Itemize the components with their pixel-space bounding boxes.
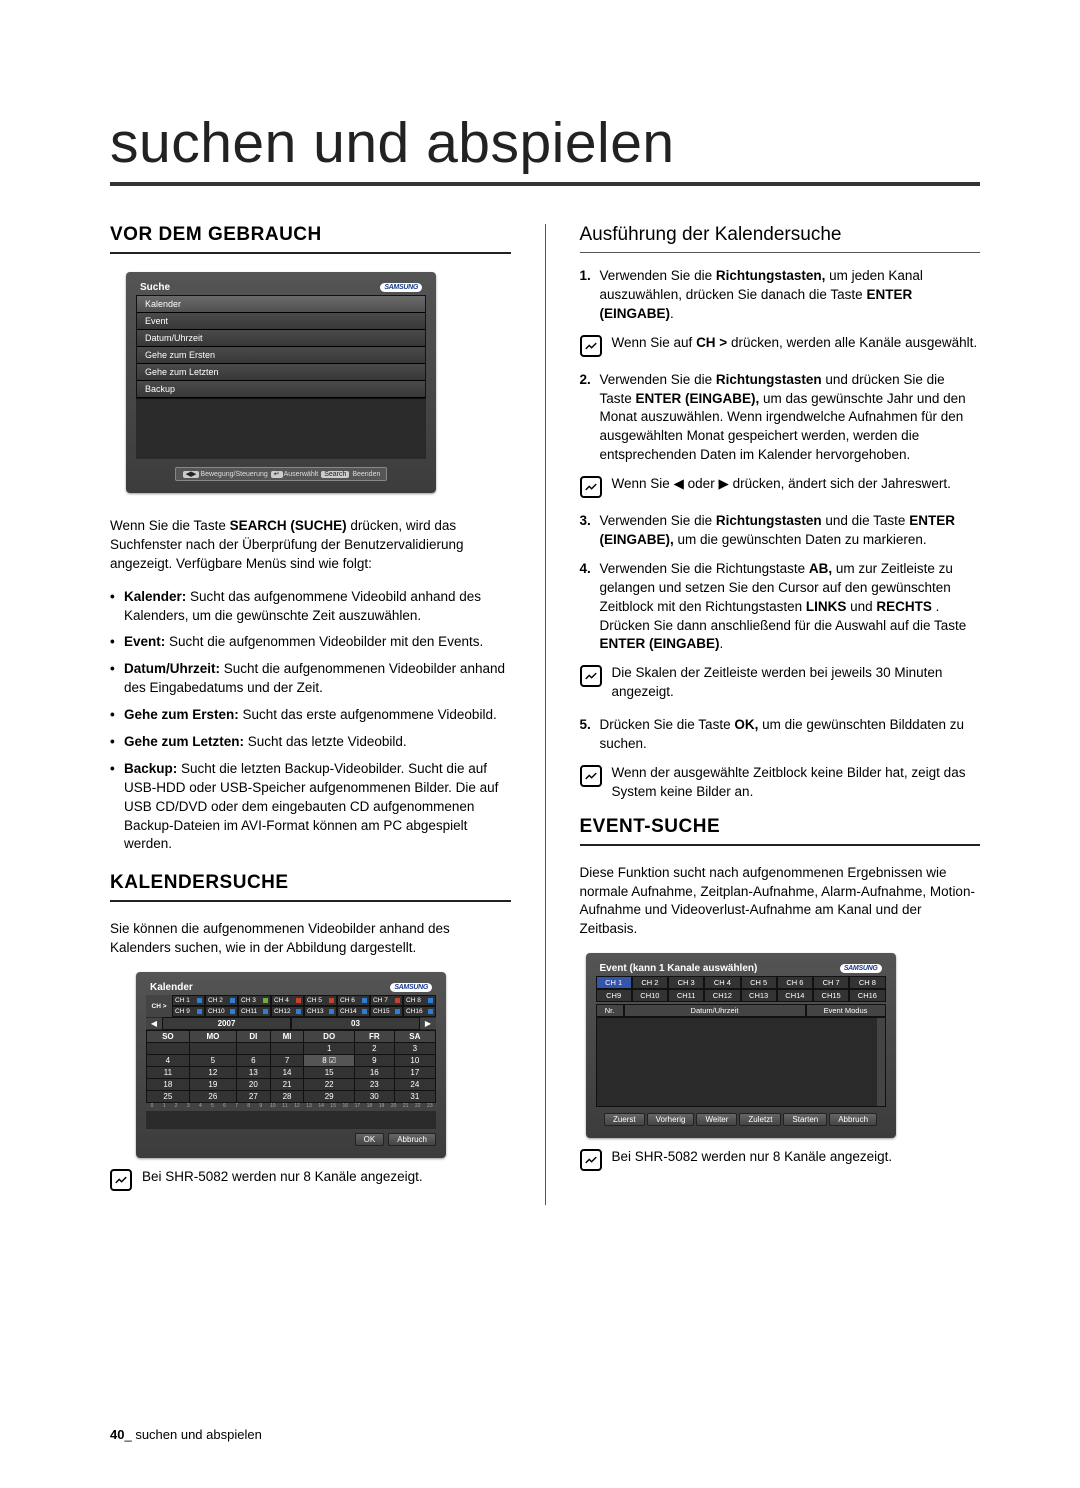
kalendersuche-intro: Sie können die aufgenommenen Videobilder… [110,920,511,958]
event-list [596,1017,886,1107]
heading-kalendersuche: KALENDERSUCHE [110,872,511,902]
channel-cell: CH 8 [403,995,436,1006]
channel-cell: CH14 [337,1006,370,1017]
note-scale: Die Skalen der Zeitleiste werden bei jew… [580,664,981,702]
menu-item: Kalender [137,296,425,313]
col-nr: Nr. [596,1004,624,1017]
channel-cell: CH10 [205,1006,238,1017]
mock-button: Abbruch [388,1133,436,1146]
mock-event-window: Event (kann 1 Kanale auswählen) SAMSUNG … [586,953,896,1138]
mock-footer: ◀▶Bewegung/Steuerung ↵Auserwählt Search … [136,459,426,481]
bullet-item: Gehe zum Letzten: Sucht das letzte Video… [110,733,511,752]
channel-cell: CH 4 [271,995,304,1006]
event-channel: CH 7 [813,976,849,989]
channel-cell: CH 7 [370,995,403,1006]
timeline [146,1111,436,1129]
page-footer: 40_ suchen und abspielen [110,1427,262,1442]
event-channel: CH14 [777,989,813,1002]
steps-list: 1.Verwenden Sie die Richtungstasten, um … [580,267,981,324]
menu-item: Gehe zum Letzten [137,364,425,381]
heading-event-suche: EVENT-SUCHE [580,816,981,846]
subheading-ausfuehrung: Ausführung der Kalendersuche [580,224,981,253]
channel-cell: CH 3 [238,995,271,1006]
next-arrow-icon: ▶ [420,1018,436,1029]
intro-text: Wenn Sie die Taste SEARCH (SUCHE) drücke… [110,517,511,574]
calendar-grid: SOMODIMIDOFRSA 12345678 ☑910111213141516… [146,1030,436,1103]
menu-item: Event [137,313,425,330]
mock-title: Suche [140,282,170,293]
note-icon [580,476,602,498]
event-channel: CH 5 [741,976,777,989]
note-ch-select: Wenn Sie auf CH > drücken, werden alle K… [580,334,981,357]
bullet-item: Kalender: Sucht das aufgenommene Videobi… [110,588,511,626]
channel-cell: CH13 [304,1006,337,1017]
note-icon [580,765,602,787]
event-channel: CH10 [632,989,668,1002]
note-icon [110,1169,132,1191]
note-icon [580,335,602,357]
event-channel: CH 8 [849,976,885,989]
bullet-item: Backup: Sucht die letzten Backup-Videobi… [110,760,511,854]
event-channel: CH16 [849,989,885,1002]
event-channel: CH11 [668,989,704,1002]
channel-cell: CH16 [403,1006,436,1017]
channel-cell: CH 1 [172,995,205,1006]
channel-cell: CH 5 [304,995,337,1006]
event-channel: CH15 [813,989,849,1002]
feature-list: Kalender: Sucht das aufgenommene Videobi… [110,588,511,855]
mock-button: Abbruch [829,1113,877,1126]
channel-cell: CH 9 [172,1006,205,1017]
mock-button: Weiter [696,1113,737,1126]
mock-button: Starten [783,1113,827,1126]
right-column: Ausführung der Kalendersuche 1.Verwenden… [580,224,981,1205]
event-channel: CH13 [741,989,777,1002]
event-channel: CH 1 [596,976,632,989]
mock-button: Zuletzt [739,1113,781,1126]
mock-button: OK [355,1133,385,1146]
ch-label: CH > [146,995,172,1017]
month-cell: 03 [291,1017,420,1030]
event-title: Event (kann 1 Kanale auswählen) [600,963,758,974]
event-channel: CH 3 [668,976,704,989]
menu-item: Backup [137,381,425,398]
note-icon [580,665,602,687]
calendar-title: Kalender [150,982,193,993]
mock-button: Zuerst [604,1113,645,1126]
channel-cell: CH 2 [205,995,238,1006]
mock-menu-list: KalenderEventDatum/UhrzeitGehe zum Erste… [136,295,426,399]
note-8-channels-right: Bei SHR-5082 werden nur 8 Kanäle angezei… [580,1148,981,1171]
event-channel: CH9 [596,989,632,1002]
mock-button: Vorherig [647,1113,695,1126]
event-channel: CH 6 [777,976,813,989]
event-channel: CH 4 [704,976,740,989]
channel-cell: CH 6 [337,995,370,1006]
page-title: suchen und abspielen [110,110,980,186]
year-cell: 2007 [162,1017,291,1030]
note-icon [580,1149,602,1171]
menu-item: Gehe zum Ersten [137,347,425,364]
prev-arrow-icon: ◀ [146,1018,162,1029]
event-channel: CH12 [704,989,740,1002]
heading-vor-dem-gebrauch: VOR DEM GEBRAUCH [110,224,511,254]
event-channel: CH 2 [632,976,668,989]
channel-cell: CH12 [271,1006,304,1017]
col-datetime: Datum/Uhrzeit [624,1004,806,1017]
left-column: VOR DEM GEBRAUCH Suche SAMSUNG KalenderE… [110,224,511,1205]
menu-item: Datum/Uhrzeit [137,330,425,347]
note-year: Wenn Sie ◀ oder ▶ drücken, ändert sich d… [580,475,981,498]
note-8-channels: Bei SHR-5082 werden nur 8 Kanäle angezei… [110,1168,511,1191]
mock-search-menu: Suche SAMSUNG KalenderEventDatum/Uhrzeit… [126,272,436,493]
event-intro: Diese Funktion sucht nach aufgenommenen … [580,864,981,940]
bullet-item: Gehe zum Ersten: Sucht das erste aufgeno… [110,706,511,725]
bullet-item: Datum/Uhrzeit: Sucht die aufgenommenen V… [110,660,511,698]
samsung-logo: SAMSUNG [840,964,882,973]
bullet-item: Event: Sucht die aufgenommen Videobilder… [110,633,511,652]
mock-calendar: Kalender SAMSUNG CH > CH 1CH 2CH 3CH 4CH… [136,972,446,1158]
samsung-logo: SAMSUNG [390,983,432,992]
col-event-mode: Event Modus [806,1004,886,1017]
channel-cell: CH11 [238,1006,271,1017]
samsung-logo: SAMSUNG [380,283,422,292]
channel-cell: CH15 [370,1006,403,1017]
note-no-image: Wenn der ausgewählte Zeitblock keine Bil… [580,764,981,802]
